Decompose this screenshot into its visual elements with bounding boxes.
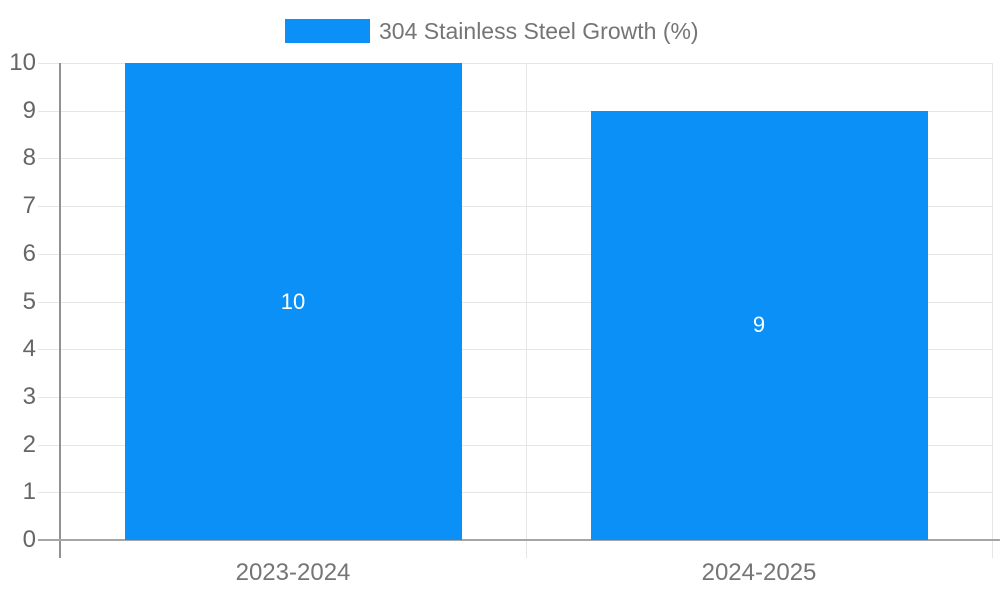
bar-2024-2025[interactable]: [591, 111, 928, 540]
y-tick-label: 5: [22, 288, 36, 315]
y-tick-label: 9: [22, 97, 36, 124]
y-tick-label: 6: [22, 240, 36, 267]
x-category-label: 2023-2024: [235, 559, 351, 586]
y-tick: [38, 254, 60, 255]
y-tick: [38, 302, 60, 303]
y-tick-label: 0: [22, 526, 36, 553]
y-tick: [38, 492, 60, 493]
y-tick-label: 7: [22, 192, 36, 219]
y-tick: [38, 397, 60, 398]
y-tick-label: 10: [9, 49, 36, 76]
chart-legend: 304 Stainless Steel Growth (%): [285, 19, 699, 43]
y-tick: [38, 158, 60, 159]
y-tick-label: 3: [22, 383, 36, 410]
y-tick: [38, 445, 60, 446]
bar-value-label: 10: [280, 289, 306, 314]
y-axis-line: [59, 63, 61, 558]
bar-value-label: 9: [752, 312, 766, 337]
category-divider: [526, 63, 527, 558]
y-tick: [38, 63, 60, 64]
y-tick: [38, 349, 60, 350]
x-axis-line: [38, 539, 1000, 541]
legend-label: 304 Stainless Steel Growth (%): [379, 18, 699, 44]
plot-right-edge: [992, 63, 993, 558]
y-tick: [38, 111, 60, 112]
y-tick-label: 8: [22, 144, 36, 171]
y-tick-label: 1: [22, 478, 36, 505]
y-tick: [38, 206, 60, 207]
x-category-label: 2024-2025: [701, 559, 817, 586]
y-tick-label: 4: [22, 335, 36, 362]
bar-2023-2024[interactable]: [125, 63, 462, 540]
y-tick-label: 2: [22, 431, 36, 458]
legend-swatch: [285, 19, 370, 43]
